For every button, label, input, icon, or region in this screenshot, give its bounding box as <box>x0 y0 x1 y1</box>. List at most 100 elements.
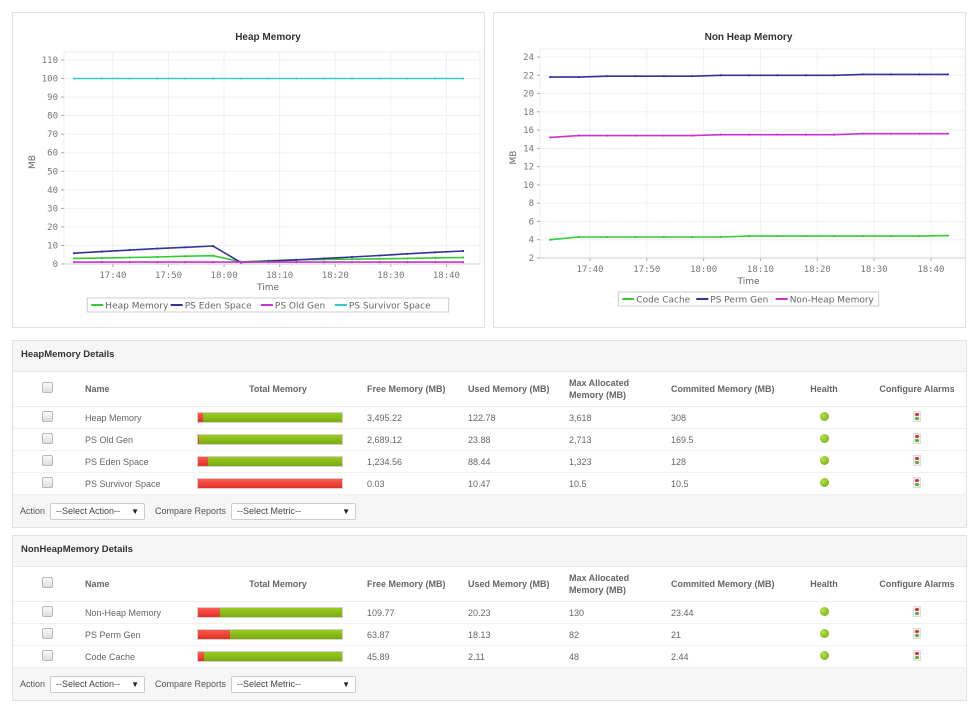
data-point[interactable] <box>323 77 326 80</box>
col-max-allocated[interactable]: Max Allocated Memory (MB) <box>565 567 667 602</box>
data-point[interactable] <box>239 77 242 80</box>
data-point[interactable] <box>350 258 354 261</box>
data-point[interactable] <box>128 261 131 264</box>
row-name[interactable]: PS Old Gen <box>81 428 193 451</box>
data-point[interactable] <box>72 252 76 255</box>
data-point[interactable] <box>128 77 131 80</box>
data-point[interactable] <box>184 246 187 249</box>
data-point[interactable] <box>691 235 694 239</box>
data-point[interactable] <box>747 234 751 238</box>
data-point[interactable] <box>833 234 836 238</box>
data-point[interactable] <box>184 261 187 264</box>
row-checkbox[interactable] <box>41 606 53 617</box>
legend-item[interactable]: PS Old Gen <box>275 302 325 312</box>
data-point[interactable] <box>462 256 465 259</box>
data-point[interactable] <box>128 248 131 252</box>
row-checkbox[interactable] <box>41 433 53 444</box>
data-point[interactable] <box>719 235 722 239</box>
legend-item[interactable]: PS Perm Gen <box>710 296 768 306</box>
data-point[interactable] <box>267 261 270 264</box>
legend-item[interactable]: Heap Memory <box>105 302 169 312</box>
data-point[interactable] <box>634 235 637 239</box>
data-point[interactable] <box>946 132 950 135</box>
data-point[interactable] <box>861 132 864 135</box>
data-point[interactable] <box>662 235 665 239</box>
data-point[interactable] <box>462 77 465 80</box>
data-point[interactable] <box>295 261 298 264</box>
data-point[interactable] <box>211 77 215 80</box>
data-point[interactable] <box>156 77 159 80</box>
legend-item[interactable]: PS Survivor Space <box>349 302 431 312</box>
data-point[interactable] <box>378 254 381 257</box>
row-checkbox[interactable] <box>41 477 53 488</box>
data-point[interactable] <box>406 77 409 80</box>
data-point[interactable] <box>184 255 187 258</box>
data-point[interactable] <box>776 234 779 238</box>
data-point[interactable] <box>128 256 131 259</box>
configure-alarm-icon[interactable] <box>913 650 921 661</box>
data-point[interactable] <box>378 257 381 260</box>
data-point[interactable] <box>804 74 807 77</box>
configure-alarm-icon[interactable] <box>913 411 921 422</box>
data-point[interactable] <box>406 261 409 264</box>
data-point[interactable] <box>434 251 437 254</box>
col-used-memory[interactable]: Used Memory (MB) <box>464 372 565 407</box>
data-point[interactable] <box>889 132 893 135</box>
data-point[interactable] <box>634 75 637 78</box>
data-point[interactable] <box>211 254 215 257</box>
data-point[interactable] <box>434 77 437 80</box>
legend-item[interactable]: Non-Heap Memory <box>790 296 875 306</box>
data-point[interactable] <box>156 247 159 250</box>
data-point[interactable] <box>350 77 354 80</box>
data-point[interactable] <box>350 261 354 264</box>
col-name[interactable]: Name <box>81 372 193 407</box>
data-point[interactable] <box>662 134 665 137</box>
data-point[interactable] <box>861 73 864 76</box>
legend-item[interactable]: Code Cache <box>636 296 690 306</box>
data-point[interactable] <box>833 74 836 77</box>
row-checkbox[interactable] <box>41 411 53 422</box>
data-point[interactable] <box>295 258 298 262</box>
data-point[interactable] <box>918 234 921 238</box>
data-point[interactable] <box>100 256 103 260</box>
data-point[interactable] <box>691 134 694 137</box>
configure-alarm-icon[interactable] <box>913 477 921 488</box>
action-select[interactable]: --Select Action-- ▼ <box>50 502 146 520</box>
row-name[interactable]: Code Cache <box>81 645 193 668</box>
data-point[interactable] <box>605 75 609 78</box>
data-point[interactable] <box>406 257 409 260</box>
data-point[interactable] <box>776 74 779 77</box>
data-point[interactable] <box>434 261 437 264</box>
data-point[interactable] <box>776 133 779 136</box>
data-point[interactable] <box>100 77 103 80</box>
row-name[interactable]: PS Eden Space <box>81 450 193 473</box>
data-point[interactable] <box>211 261 215 264</box>
configure-alarm-icon[interactable] <box>913 628 921 639</box>
select-all-checkbox[interactable] <box>41 577 53 588</box>
data-point[interactable] <box>406 252 409 255</box>
data-point[interactable] <box>577 76 580 79</box>
data-point[interactable] <box>100 250 103 253</box>
data-point[interactable] <box>350 255 354 259</box>
data-point[interactable] <box>378 77 381 80</box>
configure-alarm-icon[interactable] <box>913 606 921 617</box>
col-max-allocated[interactable]: Max Allocated Memory (MB) <box>565 372 667 407</box>
data-point[interactable] <box>634 134 637 137</box>
data-point[interactable] <box>804 234 807 238</box>
data-point[interactable] <box>434 256 437 259</box>
data-point[interactable] <box>211 244 215 248</box>
data-point[interactable] <box>323 257 326 260</box>
legend-item[interactable]: PS Eden Space <box>185 302 252 312</box>
col-free-memory[interactable]: Free Memory (MB) <box>363 567 464 602</box>
select-all-checkbox[interactable] <box>41 382 53 393</box>
col-committed[interactable]: Commited Memory (MB) <box>667 372 780 407</box>
data-point[interactable] <box>719 74 722 77</box>
col-used-memory[interactable]: Used Memory (MB) <box>464 567 565 602</box>
configure-alarm-icon[interactable] <box>913 433 921 444</box>
col-total-memory[interactable]: Total Memory <box>193 567 363 602</box>
data-point[interactable] <box>184 77 187 80</box>
data-point[interactable] <box>918 73 921 76</box>
data-point[interactable] <box>549 238 552 241</box>
data-point[interactable] <box>72 77 76 80</box>
col-name[interactable]: Name <box>81 567 193 602</box>
